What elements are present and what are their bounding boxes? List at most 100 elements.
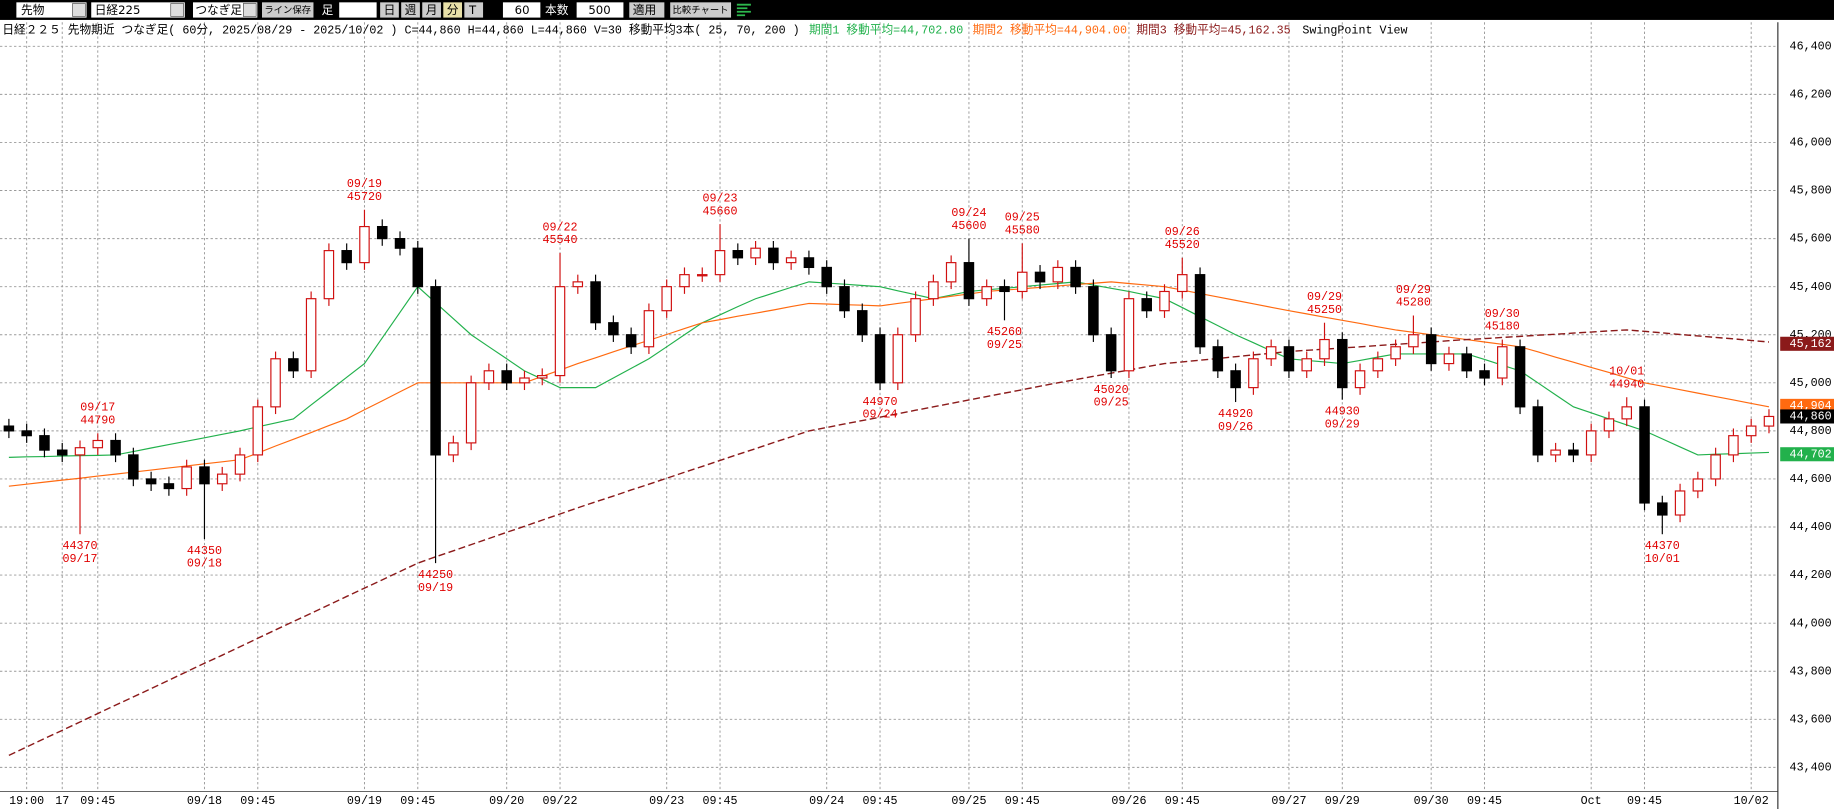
x-tick-label: 09/24 bbox=[809, 794, 844, 808]
candle-body bbox=[1603, 418, 1615, 432]
y-tick-label: 46,200 bbox=[1790, 87, 1832, 101]
swing-low-date: 09/29 bbox=[1325, 417, 1360, 431]
candle-body bbox=[856, 310, 868, 336]
button-text: 日 bbox=[384, 3, 396, 17]
input[interactable] bbox=[502, 2, 541, 18]
price-tag bbox=[1780, 409, 1834, 424]
header-text: 日経２２５ 先物期近 つなぎ足( 60分, 2025/08/29 - 2025/… bbox=[2, 23, 799, 38]
dropdown-arrow[interactable] bbox=[242, 3, 257, 17]
button-text: 週 bbox=[405, 3, 417, 17]
x-tick-label: 09:45 bbox=[862, 794, 897, 808]
candle-body bbox=[963, 262, 975, 300]
dropdown[interactable] bbox=[16, 2, 87, 18]
label: 足 bbox=[322, 3, 334, 17]
swing-low-date: 10/01 bbox=[1645, 552, 1680, 566]
candle-body bbox=[1319, 338, 1330, 360]
candle-body bbox=[821, 266, 832, 288]
y-tick-label: 43,400 bbox=[1790, 760, 1832, 774]
plot: 43,400 43,600 43,800 44,000 44,200 44,400 44,6… bbox=[0, 22, 1834, 809]
button-selected[interactable] bbox=[443, 2, 463, 18]
x-tick-label: 09/18 bbox=[187, 794, 222, 808]
x-tick-label: 17 bbox=[55, 794, 69, 808]
button[interactable] bbox=[670, 2, 732, 18]
candle-body bbox=[554, 286, 566, 377]
candle-body bbox=[1585, 430, 1597, 456]
y-tick-label: 44,800 bbox=[1790, 424, 1832, 438]
candle-body bbox=[1088, 286, 1099, 336]
y-tick-label: 45,600 bbox=[1790, 232, 1832, 246]
button[interactable] bbox=[464, 2, 484, 18]
y-tick-label: 44,200 bbox=[1790, 568, 1832, 582]
candle-body bbox=[928, 281, 939, 300]
swing-high-date: 09/24 bbox=[951, 206, 986, 220]
chart-icon[interactable] bbox=[736, 3, 751, 17]
candle-body bbox=[536, 375, 548, 379]
candle-body bbox=[1212, 346, 1224, 372]
button[interactable] bbox=[401, 2, 420, 18]
candle-body bbox=[1052, 266, 1064, 283]
dropdown-arrow[interactable] bbox=[170, 3, 184, 17]
swing-low-price: 44930 bbox=[1325, 404, 1360, 418]
x-tick-label: 09:45 bbox=[1005, 794, 1040, 808]
input[interactable] bbox=[576, 2, 624, 18]
candle-body bbox=[1745, 425, 1757, 437]
dropdown-arrow[interactable] bbox=[72, 3, 86, 17]
header-text: 期間3 移動平均=45,162.35 bbox=[1136, 23, 1290, 38]
candle-body bbox=[92, 439, 104, 449]
candle-body bbox=[1017, 271, 1028, 293]
x-tick-label: 09:45 bbox=[80, 794, 115, 808]
swing-high-price: 45660 bbox=[702, 204, 737, 218]
input[interactable] bbox=[339, 2, 377, 18]
candle-body bbox=[163, 483, 175, 490]
swing-low-date: 09/18 bbox=[187, 557, 222, 571]
button[interactable] bbox=[629, 2, 665, 18]
y-tick-label: 45,400 bbox=[1790, 280, 1832, 294]
swing-high-date: 09/17 bbox=[80, 401, 115, 415]
moving-average-line bbox=[8, 281, 1770, 487]
dropdown[interactable] bbox=[91, 2, 185, 18]
button-text: 分 bbox=[447, 3, 459, 17]
button-text: T bbox=[468, 3, 477, 17]
swing-high-date: 09/30 bbox=[1485, 307, 1520, 321]
y-tick-label: 44,000 bbox=[1790, 616, 1832, 630]
candle-body bbox=[394, 238, 406, 249]
button[interactable] bbox=[422, 2, 441, 18]
button[interactable] bbox=[380, 2, 399, 18]
candle-body bbox=[465, 382, 477, 444]
swing-high-price: 45580 bbox=[1005, 224, 1040, 238]
candle-body bbox=[430, 286, 441, 456]
price-tag-label: 44,702 bbox=[1790, 447, 1832, 461]
candle-body bbox=[1034, 271, 1046, 283]
moving-average-line bbox=[8, 281, 1769, 458]
candle-body bbox=[590, 281, 601, 324]
candle-body bbox=[234, 454, 246, 475]
x-tick-label: 09:45 bbox=[1627, 794, 1662, 808]
candle-body bbox=[341, 250, 352, 264]
candle-body bbox=[3, 425, 15, 432]
candle-body bbox=[1514, 346, 1526, 408]
swing-low-date: 09/19 bbox=[418, 581, 453, 595]
swing-high-price: 45600 bbox=[951, 219, 986, 233]
candle-body bbox=[1479, 370, 1490, 379]
candle-body bbox=[1265, 346, 1277, 360]
y-tick-label: 46,000 bbox=[1790, 136, 1832, 150]
swing-high-date: 09/25 bbox=[1005, 211, 1040, 225]
candle-body bbox=[145, 478, 157, 485]
candle-body bbox=[1159, 290, 1170, 312]
candle-body bbox=[910, 298, 921, 336]
candle-body bbox=[1283, 346, 1295, 372]
dropdown[interactable] bbox=[192, 2, 258, 18]
swing-high-date: 09/22 bbox=[542, 220, 577, 234]
candle-body bbox=[216, 473, 228, 485]
swing-high-date: 09/29 bbox=[1307, 290, 1342, 304]
candle-body bbox=[110, 439, 121, 456]
y-tick-label: 45,000 bbox=[1790, 376, 1832, 390]
candle-body bbox=[679, 274, 690, 288]
candle-body bbox=[608, 322, 619, 336]
candle-body bbox=[181, 466, 192, 490]
swing-low-date: 09/25 bbox=[1094, 396, 1129, 410]
button[interactable] bbox=[262, 2, 314, 18]
candle-body bbox=[448, 442, 459, 456]
swing-high-date: 09/26 bbox=[1165, 225, 1200, 239]
